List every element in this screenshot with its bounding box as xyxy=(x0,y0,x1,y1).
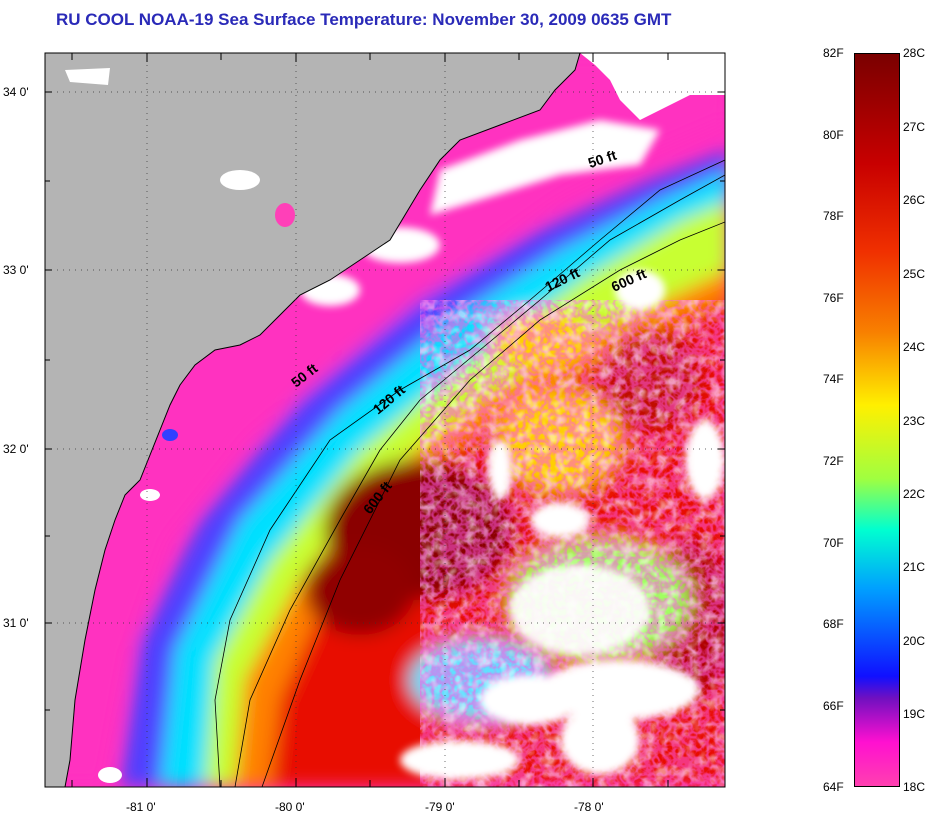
isobath-120 xyxy=(234,174,725,787)
lake xyxy=(98,767,122,783)
lon-label-80: -80 0' xyxy=(275,800,305,814)
northern-land xyxy=(580,53,725,120)
coastline xyxy=(64,53,581,787)
colorbar-f-label: 80F xyxy=(823,127,844,142)
lake xyxy=(140,489,160,501)
lon-label-78: -78 0' xyxy=(574,800,604,814)
isobath-600 xyxy=(261,221,725,787)
axis-ticks xyxy=(45,53,725,787)
colorbar-c-label: 23C xyxy=(903,414,926,428)
map-title: RU COOL NOAA-19 Sea Surface Temperature:… xyxy=(56,10,672,29)
temperature-colorbar xyxy=(854,53,900,787)
land-mass xyxy=(45,53,580,787)
isobath-50 xyxy=(214,159,725,787)
lat-label-33: 33 0' xyxy=(3,263,29,277)
colorbar-c-label: 24C xyxy=(903,340,926,354)
lat-label-34: 34 0' xyxy=(3,85,29,99)
lon-label-79: -79 0' xyxy=(425,800,455,814)
colorbar-f-label: 78F xyxy=(823,209,844,224)
colorbar-f-label: 72F xyxy=(823,454,844,468)
colorbar-c-label: 27C xyxy=(903,120,926,134)
lake xyxy=(162,429,178,441)
cloud-speckle xyxy=(420,300,725,787)
colorbar-f-label: 68F xyxy=(823,617,844,632)
colorbar-c-label: 18C xyxy=(903,780,926,794)
colorbar-c-label: 20C xyxy=(903,634,926,648)
lake xyxy=(65,68,110,85)
colorbar-f-label: 70F xyxy=(823,535,844,550)
colorbar-f-label: 76F xyxy=(823,290,844,305)
colorbar-c-label: 28C xyxy=(903,46,926,60)
colorbar-c-label: 19C xyxy=(903,707,926,721)
lat-label-32: 32 0' xyxy=(3,442,29,456)
colorbar-f-label: 82F xyxy=(823,46,844,60)
colorbar-c-label: 26C xyxy=(903,193,926,207)
grid-lines xyxy=(45,53,725,787)
lon-label-81: -81 0' xyxy=(126,800,156,814)
lat-label-31: 31 0' xyxy=(3,616,29,630)
colorbar-f-label: 74F xyxy=(823,372,844,387)
colorbar-f-label: 66F xyxy=(823,698,844,713)
colorbar-c-label: 22C xyxy=(903,487,926,501)
map-frame xyxy=(44,52,726,788)
colorbar-c-label: 25C xyxy=(903,267,926,281)
colorbar-c-label: 21C xyxy=(903,560,926,574)
colorbar-f-label: 64F xyxy=(823,780,844,794)
lake xyxy=(275,203,295,227)
lake xyxy=(220,170,260,190)
